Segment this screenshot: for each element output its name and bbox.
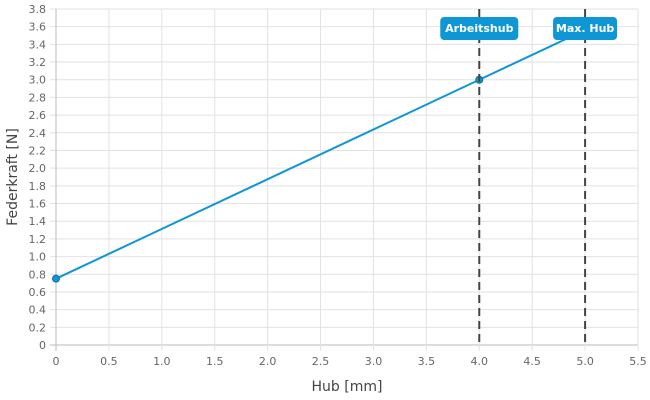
y-tick-label: 3.6 xyxy=(29,21,47,34)
x-tick-label: 3.0 xyxy=(365,355,383,368)
x-tick-label: 4.5 xyxy=(523,355,541,368)
series xyxy=(52,29,586,283)
y-tick-label: 0.4 xyxy=(29,304,47,317)
y-tick-label: 0.2 xyxy=(29,321,47,334)
y-tick-label: 1.0 xyxy=(29,251,47,264)
grid xyxy=(50,8,639,351)
x-tick-label: 2.0 xyxy=(259,355,277,368)
y-tick-label: 3.0 xyxy=(29,74,47,87)
y-tick-label: 3.8 xyxy=(29,3,47,16)
x-tick-label: 2.5 xyxy=(312,355,330,368)
x-tick-label: 0.5 xyxy=(100,355,118,368)
y-tick-label: 1.6 xyxy=(29,198,47,211)
markers: Arbeitshub Max. Hub xyxy=(440,9,618,345)
ticks: 0 0.2 0.4 0.6 0.8 1.0 1.2 1.4 1.6 1.8 2.0 2.2 2.4 2.6… xyxy=(29,3,647,368)
data-point xyxy=(52,274,60,283)
y-tick-label: 0.8 xyxy=(29,268,47,281)
x-tick-label: 3.5 xyxy=(418,355,436,368)
y-tick-label: 2.0 xyxy=(29,162,47,175)
marker-label-box xyxy=(553,17,618,40)
y-tick-label: 0.6 xyxy=(29,286,47,299)
x-tick-label: 5.0 xyxy=(576,355,594,368)
y-tick-label: 2.4 xyxy=(29,127,47,140)
marker-label: Arbeitshub xyxy=(445,22,514,35)
x-tick-label: 0 xyxy=(53,355,60,368)
y-tick-label: 2.2 xyxy=(29,144,47,157)
y-tick-label: 3.2 xyxy=(29,56,47,69)
y-tick-label: 0 xyxy=(39,339,46,352)
y-tick-label: 1.4 xyxy=(29,215,47,228)
y-axis-title: Federkraft [N] xyxy=(5,128,21,226)
y-tick-label: 2.8 xyxy=(29,91,47,104)
y-tick-label: 3.4 xyxy=(29,38,47,51)
x-tick-label: 1.5 xyxy=(206,355,224,368)
x-tick-label: 1.0 xyxy=(153,355,171,368)
x-axis-title: Hub [mm] xyxy=(312,379,383,395)
x-tick-label: 4.0 xyxy=(471,355,489,368)
y-tick-label: 2.6 xyxy=(29,109,47,122)
y-tick-label: 1.8 xyxy=(29,180,47,193)
y-tick-label: 1.2 xyxy=(29,233,47,246)
marker-label: Max. Hub xyxy=(556,22,615,35)
marker-label-box xyxy=(440,17,519,40)
x-tick-label: 5.5 xyxy=(629,355,647,368)
